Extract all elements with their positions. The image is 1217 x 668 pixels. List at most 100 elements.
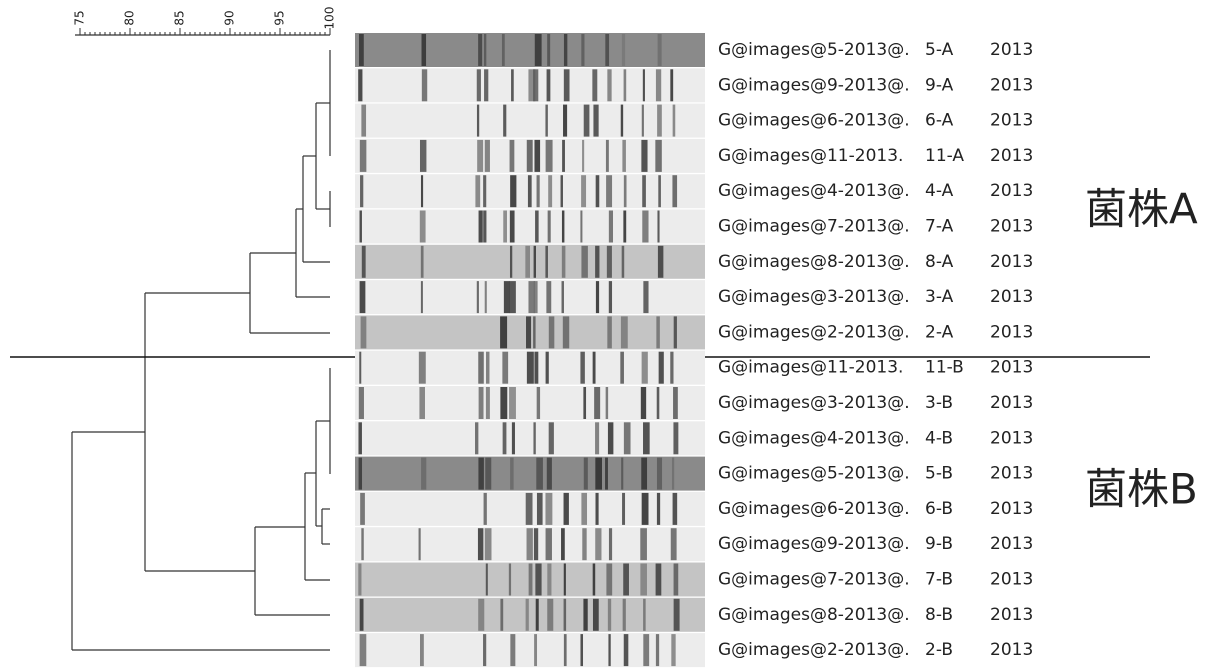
- gel-band: [595, 246, 599, 278]
- gel-band: [529, 564, 533, 596]
- gel-band: [500, 387, 507, 419]
- gel-band: [562, 211, 564, 243]
- gel-band: [360, 599, 364, 631]
- gel-lane: [355, 280, 705, 314]
- gel-band: [527, 352, 534, 384]
- gel-band: [359, 34, 364, 66]
- gel-band: [606, 387, 608, 419]
- gel-band: [593, 564, 596, 596]
- gel-band: [642, 352, 648, 384]
- gel-band: [486, 352, 489, 384]
- gel-band: [421, 281, 423, 313]
- gel-band: [581, 34, 584, 66]
- gel-lane: [355, 421, 705, 455]
- gel-band: [477, 69, 481, 101]
- gel-band: [509, 564, 511, 596]
- group-label: 菌株B: [1085, 465, 1198, 514]
- gel-band: [582, 140, 584, 172]
- gel-band: [596, 281, 599, 313]
- gel-lane: [355, 563, 705, 597]
- gel-band: [623, 211, 626, 243]
- gel-band: [483, 211, 486, 243]
- gel-band: [510, 175, 516, 207]
- gel-band: [360, 634, 367, 666]
- sample-code: 3-B: [925, 393, 953, 413]
- sample-name: G@images@3-2013@.: [718, 393, 910, 413]
- gel-lane: [355, 315, 705, 349]
- lane-background: [355, 598, 705, 632]
- gel-band: [486, 387, 490, 419]
- gel-band: [641, 387, 646, 419]
- gel-band: [674, 599, 680, 631]
- sample-code: 11-A: [925, 146, 964, 166]
- gel-band: [673, 105, 676, 137]
- scale-tick-label: 75: [73, 10, 87, 25]
- gel-band: [656, 564, 662, 596]
- gel-band: [360, 175, 363, 207]
- gel-lane: [355, 598, 705, 632]
- gel-band: [580, 211, 582, 243]
- gel-band: [595, 493, 598, 525]
- gel-band: [359, 458, 362, 490]
- gel-band: [479, 211, 483, 243]
- gel-band: [605, 34, 609, 66]
- sample-code: 5-A: [925, 40, 954, 60]
- gel-band: [477, 140, 483, 172]
- gel-band: [537, 493, 543, 525]
- gel-band: [609, 528, 612, 560]
- gel-band: [564, 564, 566, 596]
- gel-band: [484, 34, 486, 66]
- gel-band: [564, 493, 569, 525]
- gel-band: [362, 246, 366, 278]
- gel-band: [642, 175, 646, 207]
- gel-lane: [355, 33, 705, 67]
- gel-band: [502, 352, 508, 384]
- gel-band: [535, 211, 539, 243]
- gel-band: [360, 211, 362, 243]
- lane-background: [355, 210, 705, 244]
- lane-background: [355, 386, 705, 420]
- gel-band: [546, 352, 549, 384]
- sample-code: 5-B: [925, 464, 953, 484]
- sample-year: 2013: [990, 358, 1033, 378]
- gel-band: [510, 140, 515, 172]
- gel-band: [641, 140, 647, 172]
- gel-band: [535, 34, 542, 66]
- sample-name: G@images@8-2013@.: [718, 252, 910, 272]
- gel-band: [525, 246, 530, 278]
- gel-band: [657, 105, 662, 137]
- gel-band: [564, 69, 570, 101]
- gel-band: [547, 564, 551, 596]
- sample-year: 2013: [990, 464, 1033, 484]
- gel-band: [421, 458, 426, 490]
- gel-band: [658, 175, 661, 207]
- gel-band: [643, 634, 649, 666]
- gel-band: [358, 69, 362, 101]
- gel-band: [673, 387, 678, 419]
- sample-code: 9-B: [925, 534, 953, 554]
- sample-code: 4-B: [925, 428, 953, 448]
- gel-band: [484, 493, 487, 525]
- gel-band: [581, 493, 587, 525]
- gel-band: [674, 316, 677, 348]
- gel-band: [607, 316, 612, 348]
- sample-name: G@images@5-2013@.: [718, 464, 910, 484]
- gel-band: [526, 493, 533, 525]
- sample-code: 2-A: [925, 322, 954, 342]
- gel-band: [609, 281, 612, 313]
- sample-code: 8-A: [925, 252, 954, 272]
- sample-code: 3-A: [925, 287, 954, 307]
- sample-code: 4-A: [925, 181, 954, 201]
- gel-band: [420, 211, 426, 243]
- gel-band: [512, 422, 515, 454]
- gel-band: [536, 458, 543, 490]
- gel-band: [623, 599, 626, 631]
- gel-band: [657, 211, 659, 243]
- gel-band: [359, 387, 364, 419]
- gel-lane: [355, 174, 705, 208]
- gel-band: [671, 634, 675, 666]
- gel-band: [361, 105, 366, 137]
- gel-band: [534, 352, 538, 384]
- gel-band: [624, 634, 629, 666]
- gel-band: [548, 175, 552, 207]
